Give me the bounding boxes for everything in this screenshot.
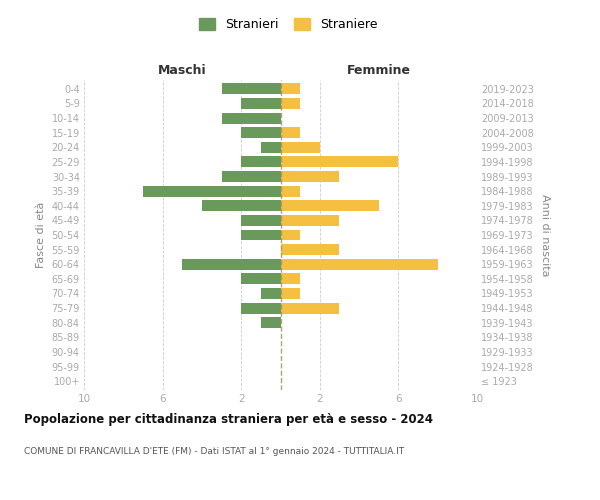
Bar (281, 302, 340, 314)
Bar (241, 156, 281, 168)
Text: Femmine: Femmine (347, 64, 411, 77)
Bar (281, 215, 340, 226)
Bar (221, 84, 281, 94)
Bar (241, 302, 281, 314)
Bar (281, 274, 300, 284)
Bar (281, 244, 340, 255)
Bar (281, 186, 300, 196)
Bar (261, 142, 281, 152)
Y-axis label: Anni di nascita: Anni di nascita (539, 194, 550, 276)
Text: Maschi: Maschi (158, 64, 206, 77)
Bar (241, 127, 281, 138)
Bar (281, 200, 379, 211)
Y-axis label: Fasce di età: Fasce di età (36, 202, 46, 268)
Bar (281, 84, 300, 94)
Bar (281, 259, 438, 270)
Bar (281, 156, 398, 168)
Text: Popolazione per cittadinanza straniera per età e sesso - 2024: Popolazione per cittadinanza straniera p… (24, 412, 433, 426)
Bar (261, 318, 281, 328)
Bar (281, 288, 300, 299)
Legend: Stranieri, Straniere: Stranieri, Straniere (195, 14, 381, 34)
Bar (281, 230, 300, 240)
Bar (241, 230, 281, 240)
Bar (281, 127, 300, 138)
Bar (281, 142, 320, 152)
Bar (261, 288, 281, 299)
Bar (202, 200, 281, 211)
Text: COMUNE DI FRANCAVILLA D'ETE (FM) - Dati ISTAT al 1° gennaio 2024 - TUTTITALIA.IT: COMUNE DI FRANCAVILLA D'ETE (FM) - Dati … (24, 448, 404, 456)
Bar (182, 259, 281, 270)
Bar (241, 98, 281, 109)
Bar (241, 274, 281, 284)
Bar (281, 98, 300, 109)
Bar (281, 171, 340, 182)
Bar (143, 186, 281, 196)
Bar (241, 215, 281, 226)
Bar (221, 171, 281, 182)
Bar (221, 112, 281, 124)
